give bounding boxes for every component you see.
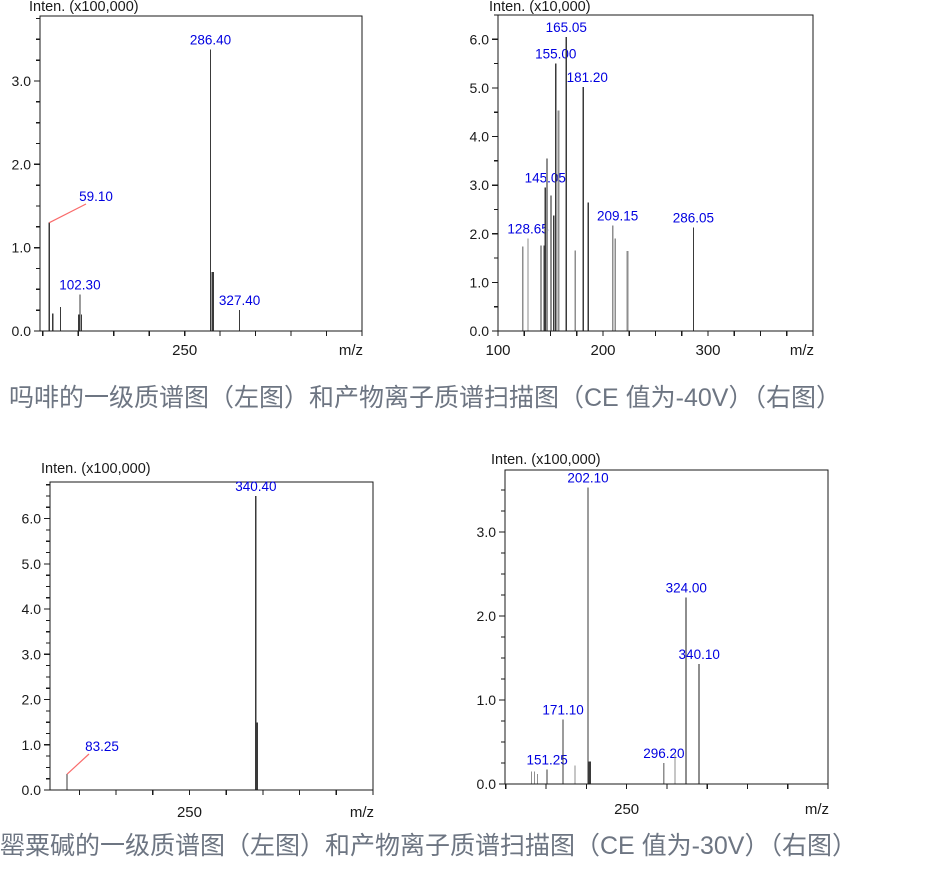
- plot-frame: [49, 481, 374, 791]
- intensity-axis-title: Inten. (x10,000): [489, 0, 591, 15]
- y-tick-label: 5.0: [22, 556, 42, 572]
- morphine-product-ion-scan-chart: Inten. (x10,000) 0.0 1.0 2.0 3.0 4.0 5.0 6.0 100…: [470, 0, 814, 359]
- peak-label: 286.05: [673, 210, 714, 225]
- morphine-ms1-chart: Inten. (x100,000) 0.0 1.0 2.0 3.0 250 m/z 59.10…: [12, 0, 363, 359]
- peak-label: 181.20: [567, 70, 608, 85]
- y-tick-label: 2.0: [470, 226, 490, 242]
- peak-label: 83.25: [85, 739, 119, 754]
- peak-label: 128.65: [507, 222, 548, 237]
- caption-papaverine: 罂粟碱的一级质谱图（左图）和产物离子质谱扫描图（CE 值为-30V）（右图）: [0, 832, 857, 860]
- peak-label: 102.30: [59, 277, 100, 292]
- mz-axis-label: m/z: [805, 801, 829, 818]
- intensity-axis-title: Inten. (x100,000): [491, 452, 601, 468]
- x-tick-label: 100: [485, 342, 510, 359]
- y-tick-label: 0.0: [477, 776, 497, 792]
- y-tick-label: 3.0: [477, 524, 497, 540]
- x-tick-label: 250: [614, 801, 639, 818]
- y-tick-label: 4.0: [22, 601, 42, 617]
- peak-label: 59.10: [79, 189, 113, 204]
- peak-label: 202.10: [567, 471, 608, 486]
- y-tick-label: 1.0: [22, 737, 42, 753]
- mz-axis-label: m/z: [339, 342, 363, 359]
- mz-axis-label: m/z: [790, 342, 814, 359]
- y-tick-label: 0.0: [470, 323, 490, 339]
- peak-callout-line: [49, 203, 87, 224]
- peak-label: 145.05: [525, 171, 566, 186]
- y-tick-label: 2.0: [12, 156, 32, 172]
- y-tick-label: 3.0: [12, 73, 32, 89]
- x-tick-label: 300: [695, 342, 720, 359]
- y-tick-label: 1.0: [12, 240, 32, 256]
- intensity-axis-title: Inten. (x100,000): [41, 461, 151, 477]
- y-tick-label: 0.0: [12, 323, 32, 339]
- peak-label: 296.20: [643, 746, 684, 761]
- intensity-axis-title: Inten. (x100,000): [29, 0, 139, 15]
- plot-frame: [504, 469, 829, 785]
- peak-label: 340.10: [679, 647, 720, 662]
- peak-label: 324.00: [666, 581, 707, 596]
- y-tick-label: 1.0: [477, 692, 497, 708]
- y-tick-label: 4.0: [470, 129, 490, 145]
- y-tick-label: 3.0: [470, 177, 490, 193]
- y-tick-label: 1.0: [470, 274, 490, 290]
- y-tick-label: 2.0: [22, 692, 42, 708]
- caption-morphine: 吗啡的一级质谱图（左图）和产物离子质谱扫描图（CE 值为-40V）（右图）: [9, 384, 841, 412]
- peak-label: 165.05: [546, 20, 587, 35]
- peak-label: 171.10: [542, 702, 583, 717]
- peak-label: 151.25: [526, 753, 567, 768]
- peak-label: 286.40: [190, 32, 231, 47]
- x-tick-label: 250: [172, 342, 197, 359]
- peak-label: 155.00: [535, 47, 576, 62]
- papaverine-product-ion-scan-chart: Inten. (x100,000) 0.0 1.0 2.0 3.0 250 m/z 151.2…: [477, 452, 829, 818]
- y-tick-label: 2.0: [477, 608, 497, 624]
- peak-label: 209.15: [597, 209, 638, 224]
- peak-label: 327.40: [219, 293, 260, 308]
- y-tick-label: 0.0: [22, 782, 42, 798]
- y-tick-label: 6.0: [22, 511, 42, 527]
- x-tick-label: 250: [177, 804, 202, 821]
- peak-label: 340.40: [235, 479, 276, 494]
- peak-callout-line: [66, 753, 90, 775]
- mz-axis-label: m/z: [350, 804, 374, 821]
- y-tick-label: 5.0: [470, 80, 490, 96]
- x-tick-label: 200: [590, 342, 615, 359]
- papaverine-ms1-chart: Inten. (x100,000) 0.0 1.0 2.0 3.0 4.0 5.0 6.0 25…: [22, 461, 374, 821]
- y-tick-label: 6.0: [470, 31, 490, 47]
- y-tick-label: 3.0: [22, 646, 42, 662]
- plot-frame: [39, 15, 363, 332]
